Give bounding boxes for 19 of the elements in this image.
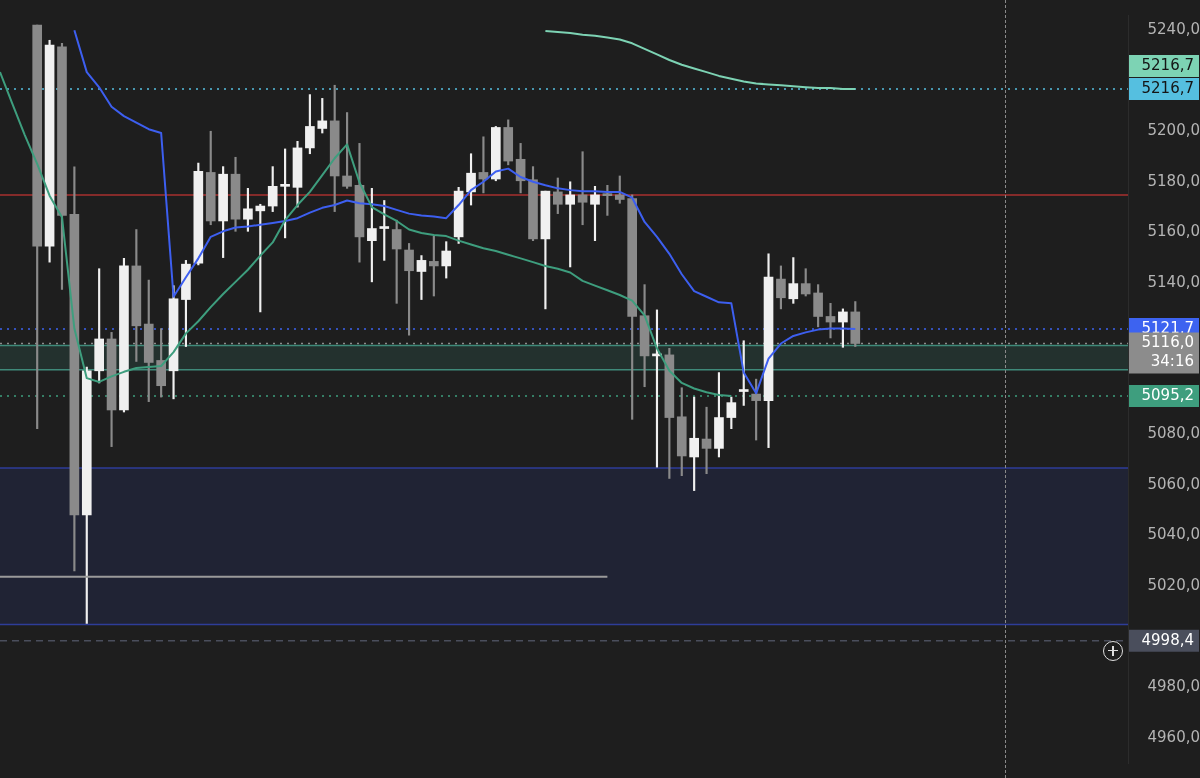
text: 5216,7 — [1141, 55, 1194, 74]
ref-line-label: 4998,4 — [1141, 630, 1194, 649]
y-tick-label: 5060,0 — [1147, 474, 1200, 493]
y-tick-label: 5160,0 — [1147, 222, 1200, 241]
y-tick-label: 5200,0 — [1147, 121, 1200, 140]
y-tick-label: 5180,0 — [1147, 171, 1200, 190]
candlestick — [825, 303, 836, 339]
text: 34:16 — [1150, 352, 1194, 371]
y-tick-label: 5240,0 — [1147, 20, 1200, 39]
y-tick-label: 4960,0 — [1147, 727, 1200, 746]
y-tick-label: 5140,0 — [1147, 272, 1200, 291]
y-tick-label: 5020,0 — [1147, 576, 1200, 594]
ref-line-label: 5216,7 — [1141, 78, 1194, 97]
y-tick-label: 5040,0 — [1147, 525, 1200, 544]
y-tick-label: 5080,0 — [1147, 424, 1200, 443]
ref-line-label: 5095,2 — [1141, 385, 1194, 404]
candlestick — [701, 406, 712, 474]
y-tick-label: 4980,0 — [1147, 677, 1200, 696]
candlestick — [416, 255, 427, 300]
